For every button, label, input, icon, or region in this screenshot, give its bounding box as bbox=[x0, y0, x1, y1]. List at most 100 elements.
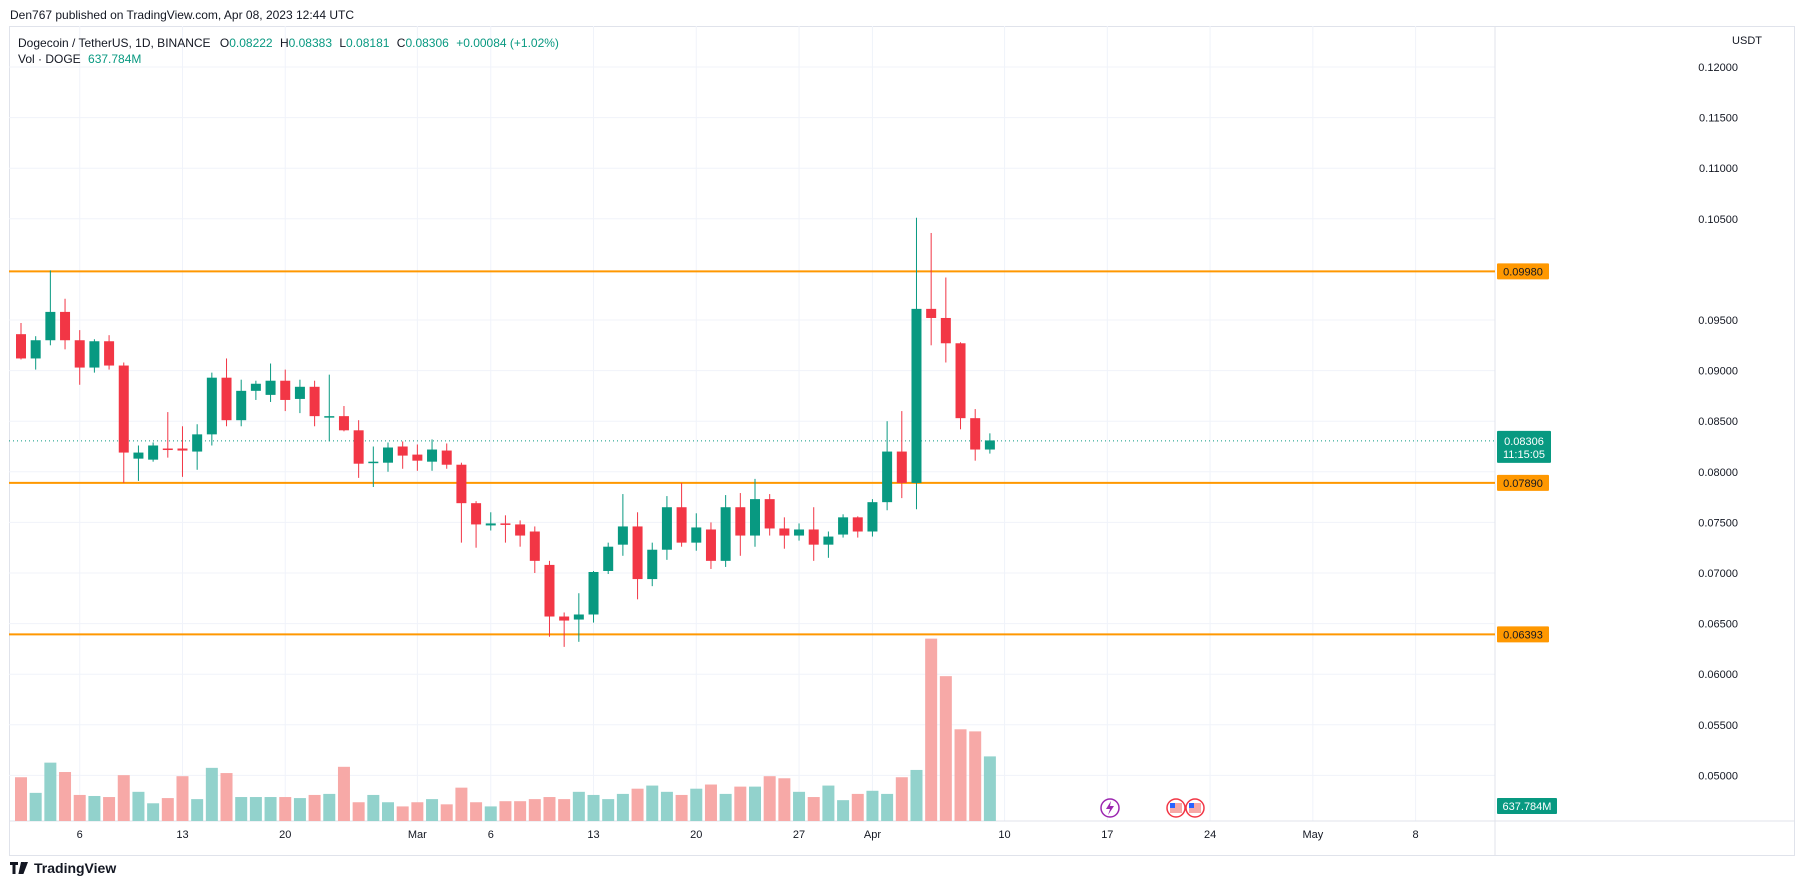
candle-body bbox=[544, 564, 555, 617]
volume-bar bbox=[983, 756, 996, 821]
y-tick-label: 0.12000 bbox=[1698, 62, 1738, 74]
volume-bar bbox=[528, 799, 541, 821]
volume-bar bbox=[249, 797, 262, 821]
y-tick-label: 0.11000 bbox=[1699, 163, 1738, 175]
candle-body bbox=[441, 450, 452, 465]
volume-tag-label: 637.784M bbox=[1503, 801, 1552, 813]
volume-bar bbox=[969, 731, 982, 821]
candle-body bbox=[940, 317, 951, 344]
candle-body bbox=[104, 341, 115, 366]
last-price-tag-value: 0.08306 bbox=[1504, 436, 1544, 448]
volume-bar bbox=[455, 787, 468, 821]
y-tick-label: 0.10500 bbox=[1698, 214, 1738, 226]
volume-bar bbox=[895, 777, 908, 821]
y-tick-label: 0.08500 bbox=[1698, 416, 1738, 428]
legend-close-value: 0.08306 bbox=[405, 36, 449, 50]
volume-bar bbox=[205, 767, 218, 821]
volume-bar bbox=[411, 802, 424, 821]
level-tag-label: 0.06393 bbox=[1503, 629, 1543, 641]
us-flag-stripes-icon bbox=[1189, 803, 1201, 813]
candle-body bbox=[162, 448, 173, 451]
volume-bar bbox=[866, 790, 879, 821]
candle-body bbox=[30, 340, 41, 359]
candle-body bbox=[485, 523, 496, 526]
volume-bar bbox=[660, 791, 673, 821]
level-tag bbox=[1497, 474, 1549, 491]
x-tick-label: 20 bbox=[690, 829, 702, 841]
legend-symbol: Dogecoin / TetherUS, 1D, BINANCE bbox=[18, 36, 211, 50]
volume-bar bbox=[807, 797, 820, 821]
candle-body bbox=[221, 377, 232, 421]
volume-bar bbox=[308, 794, 321, 821]
candle-body bbox=[397, 446, 408, 456]
volume-bar bbox=[264, 797, 277, 821]
volume-bar bbox=[881, 793, 894, 821]
x-tick-label: 13 bbox=[176, 829, 188, 841]
legend-volume-row: Vol · DOGE 637.784M bbox=[18, 51, 559, 67]
volume-bar bbox=[719, 793, 732, 821]
candle-body bbox=[705, 529, 716, 561]
volume-bar bbox=[514, 801, 527, 821]
candle-body bbox=[911, 308, 922, 483]
volume-bar bbox=[337, 766, 350, 821]
candle-body bbox=[471, 503, 482, 525]
x-tick-label: 6 bbox=[488, 829, 494, 841]
us-flag-canton-icon bbox=[1170, 803, 1175, 808]
candle-body bbox=[559, 616, 570, 621]
candle-body bbox=[691, 527, 702, 543]
candle-body bbox=[368, 461, 379, 464]
volume-bar bbox=[793, 791, 806, 821]
candle-body bbox=[794, 529, 805, 536]
volume-bar bbox=[59, 772, 72, 821]
volume-bar bbox=[484, 806, 497, 821]
candle-body bbox=[250, 383, 261, 391]
volume-bar bbox=[440, 804, 453, 821]
volume-bar bbox=[763, 776, 776, 821]
volume-bar bbox=[323, 793, 336, 821]
y-tick-label: 0.05500 bbox=[1698, 720, 1738, 732]
volume-bar bbox=[910, 769, 923, 821]
candle-body bbox=[632, 526, 643, 580]
x-tick-label: 17 bbox=[1101, 829, 1113, 841]
us-flag-canton-icon bbox=[1189, 803, 1194, 808]
volume-bar bbox=[73, 794, 86, 821]
legend-ohlc-row: Dogecoin / TetherUS, 1D, BINANCE O0.0822… bbox=[18, 35, 559, 51]
volume-bar bbox=[690, 788, 703, 821]
volume-bar bbox=[939, 676, 952, 821]
lightning-glyph-icon bbox=[1106, 801, 1114, 815]
volume-bar bbox=[132, 791, 145, 821]
candle-body bbox=[148, 445, 159, 460]
candle-body bbox=[89, 341, 100, 368]
candle-body bbox=[74, 340, 85, 368]
volume-bar bbox=[822, 785, 835, 821]
us-flag-stripes-icon bbox=[1170, 803, 1182, 813]
candle-body bbox=[427, 449, 438, 462]
volume-bar bbox=[15, 777, 27, 821]
x-tick-label: May bbox=[1302, 829, 1323, 841]
candle-body bbox=[838, 517, 849, 535]
footer[interactable]: TradingView bbox=[10, 858, 116, 878]
candle-body bbox=[456, 464, 467, 504]
volume-bar bbox=[616, 793, 629, 821]
publish-header: Den767 published on TradingView.com, Apr… bbox=[10, 8, 355, 22]
candle-body bbox=[280, 380, 291, 400]
legend-high-value: 0.08383 bbox=[288, 36, 333, 50]
y-tick-label: 0.06000 bbox=[1698, 669, 1738, 681]
candle-body bbox=[206, 377, 217, 435]
volume-bar bbox=[470, 802, 483, 821]
y-tick-label: 0.06500 bbox=[1698, 619, 1738, 631]
volume-tag bbox=[1497, 798, 1557, 814]
candle-body bbox=[955, 343, 966, 419]
volume-bar bbox=[675, 794, 688, 821]
candle-body bbox=[515, 524, 526, 536]
volume-bar bbox=[29, 792, 42, 821]
x-tick-label: Mar bbox=[408, 829, 427, 841]
x-tick-label: 27 bbox=[793, 829, 805, 841]
candle-body bbox=[735, 507, 746, 536]
candle-body bbox=[661, 507, 672, 550]
volume-bar bbox=[602, 799, 615, 821]
volume-bar bbox=[426, 799, 439, 821]
legend-volume-value: 637.784M bbox=[88, 52, 142, 66]
volume-bar bbox=[954, 729, 967, 821]
